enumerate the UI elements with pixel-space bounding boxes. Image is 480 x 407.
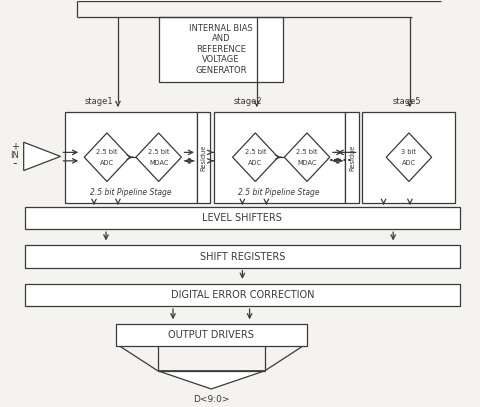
Text: IN: IN [11, 151, 20, 160]
Bar [197, 112, 210, 203]
Text: stage2: stage2 [234, 97, 263, 106]
Text: stage5: stage5 [392, 97, 421, 106]
Polygon shape [386, 133, 432, 182]
Text: 2.5 bit: 2.5 bit [245, 149, 266, 155]
Text: 2.5 bit: 2.5 bit [296, 149, 318, 155]
Text: 2.5 bit Pipeline Stage: 2.5 bit Pipeline Stage [90, 188, 172, 197]
Text: 2.5 bit: 2.5 bit [148, 149, 169, 155]
Polygon shape [233, 133, 278, 182]
Bar [158, 17, 283, 81]
Bar [362, 112, 456, 203]
Text: 3 bit: 3 bit [401, 149, 417, 155]
Text: stage1: stage1 [84, 97, 113, 106]
Bar [24, 207, 460, 229]
Polygon shape [157, 371, 265, 389]
Text: ADC: ADC [402, 160, 416, 166]
Text: MDAC: MDAC [297, 160, 317, 166]
Text: -: - [13, 157, 17, 170]
Polygon shape [284, 133, 330, 182]
Text: 2.5 bit: 2.5 bit [96, 149, 118, 155]
Bar [116, 324, 307, 346]
Bar [345, 112, 359, 203]
Bar [24, 284, 460, 306]
Text: Residue: Residue [201, 144, 206, 171]
Text: +: + [11, 142, 19, 152]
Bar [24, 245, 460, 268]
Polygon shape [136, 133, 181, 182]
Text: SHIFT REGISTERS: SHIFT REGISTERS [200, 252, 285, 262]
Text: LEVEL SHIFTERS: LEVEL SHIFTERS [203, 213, 282, 223]
Polygon shape [84, 133, 130, 182]
Text: DIGITAL ERROR CORRECTION: DIGITAL ERROR CORRECTION [171, 290, 314, 300]
Text: .....: ..... [329, 151, 352, 164]
Bar [214, 112, 345, 203]
Text: MDAC: MDAC [149, 160, 168, 166]
Text: ADC: ADC [100, 160, 114, 166]
Text: D<9:0>: D<9:0> [193, 395, 229, 404]
Text: OUTPUT DRIVERS: OUTPUT DRIVERS [168, 330, 254, 340]
Bar [65, 112, 197, 203]
Text: INTERNAL BIAS
AND
REFERENCE
VOLTAGE
GENERATOR: INTERNAL BIAS AND REFERENCE VOLTAGE GENE… [189, 24, 253, 74]
Polygon shape [24, 142, 60, 171]
Text: 2.5 bit Pipeline Stage: 2.5 bit Pipeline Stage [239, 188, 320, 197]
Text: Residue: Residue [349, 144, 355, 171]
Text: ADC: ADC [248, 160, 263, 166]
